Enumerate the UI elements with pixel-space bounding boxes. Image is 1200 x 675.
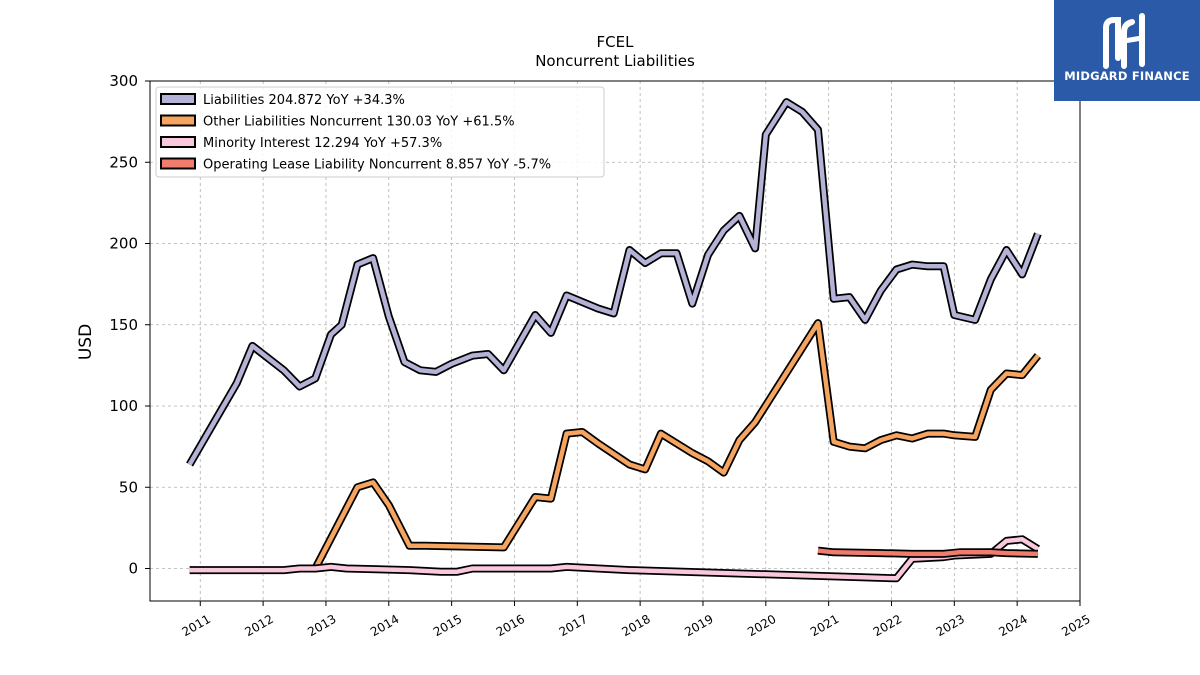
series-operating-lease-liability-noncurrent [817,546,1039,558]
legend: Liabilities 204.872 YoY +34.3% Other Liab… [155,86,605,178]
legend-item: Operating Lease Liability Noncurrent 8.8… [160,157,551,173]
legend-label: Minority Interest 12.294 YoY +57.3% [203,136,442,151]
series-line [187,99,1040,466]
y-tick-label: 300 [109,72,138,90]
y-axis-label: USD [76,324,96,360]
x-tick-label: 2019 [682,612,715,639]
legend-box [155,86,605,178]
x-tick-label: 2014 [368,612,401,639]
legend-item: Liabilities 204.872 YoY +34.3% [160,93,405,108]
legend-swatch [160,136,196,148]
y-tick-label: 250 [109,153,138,171]
series-line [817,548,1038,557]
legend-swatch [160,114,196,127]
x-tick-label: 2023 [934,612,967,639]
y-tick-label: 0 [128,560,138,578]
x-tick-label: 2016 [494,612,527,639]
legend-label: Other Liabilities Noncurrent 130.03 YoY … [203,115,515,130]
x-tick-label: 2022 [871,612,904,639]
x-tick-label: 2024 [996,612,1029,639]
y-tick-label: 200 [109,235,138,253]
x-tick-label: 2015 [431,612,464,639]
midgard-finance-logo: MIDGARD FINANCE [1054,0,1200,101]
y-axis: 0 50 100 150 200 250 300 [109,72,150,578]
legend-swatch [160,93,196,105]
x-tick-label: 2021 [808,612,841,639]
x-tick-label: 2018 [619,612,652,639]
x-tick-label: 2020 [745,612,778,639]
y-tick-label: 150 [109,316,138,334]
chart-title: FCEL [596,33,634,51]
x-tick-label: 2017 [557,612,590,639]
legend-swatch [160,157,196,170]
x-tick-label: 2011 [180,612,213,639]
legend-item: Minority Interest 12.294 YoY +57.3% [160,136,442,151]
x-tick-label: 2025 [1059,612,1092,639]
legend-label: Operating Lease Liability Noncurrent 8.8… [203,158,551,173]
legend-item: Other Liabilities Noncurrent 130.03 YoY … [160,114,515,130]
series-liabilities [186,98,1042,467]
series-line [313,320,1040,570]
plot-frame [149,80,1081,602]
x-tick-label: 2012 [242,612,275,639]
legend-label: Liabilities 204.872 YoY +34.3% [203,93,405,108]
series-other-liabilities-noncurrent [311,319,1042,571]
brand-name: MIDGARD FINANCE [1064,69,1190,83]
x-tick-label: 2013 [305,612,338,639]
chart-subtitle: Noncurrent Liabilities [535,52,695,70]
mf-monogram-icon [1103,13,1145,69]
x-axis: 2011 2012 2013 2014 2015 2016 2017 2018 2019 2020… [180,601,1093,639]
y-tick-label: 50 [119,478,138,496]
series-lines [186,98,1042,583]
y-tick-label: 100 [109,397,138,415]
